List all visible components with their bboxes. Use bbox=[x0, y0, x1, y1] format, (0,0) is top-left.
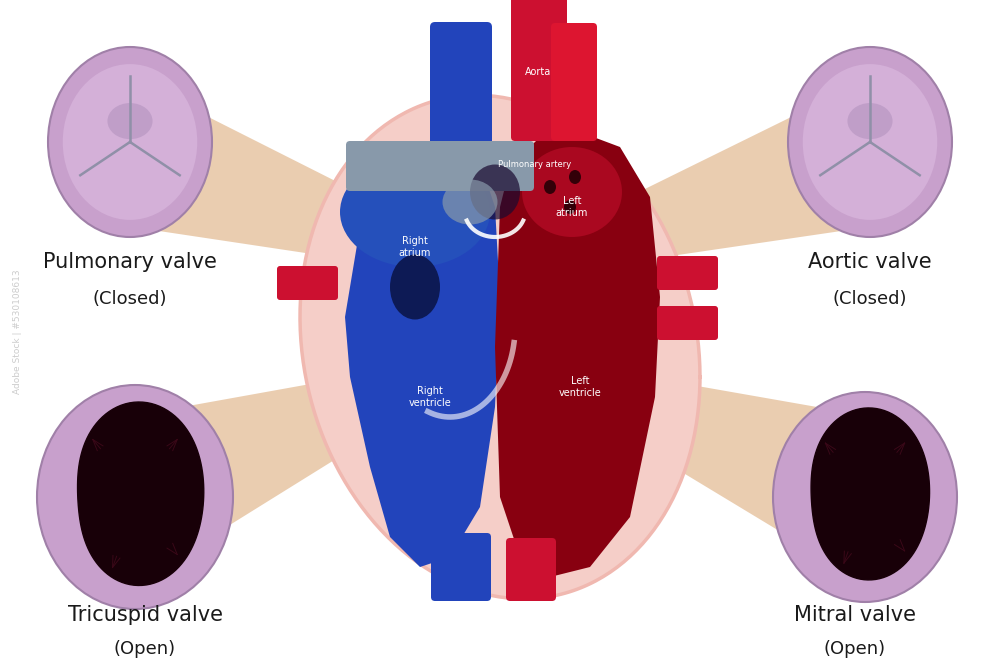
Text: (Open): (Open) bbox=[824, 640, 886, 658]
Ellipse shape bbox=[442, 179, 498, 225]
Polygon shape bbox=[300, 95, 700, 599]
Ellipse shape bbox=[390, 255, 440, 319]
Polygon shape bbox=[495, 132, 660, 577]
Text: Aorta: Aorta bbox=[525, 67, 551, 77]
Text: (Closed): (Closed) bbox=[93, 290, 167, 308]
FancyBboxPatch shape bbox=[657, 256, 718, 290]
Text: Pulmonary artery: Pulmonary artery bbox=[498, 161, 572, 169]
Text: Left
ventricle: Left ventricle bbox=[559, 376, 601, 398]
Ellipse shape bbox=[470, 165, 520, 219]
Polygon shape bbox=[624, 377, 860, 550]
FancyBboxPatch shape bbox=[506, 538, 556, 601]
Polygon shape bbox=[139, 377, 371, 549]
Text: Right
atrium: Right atrium bbox=[399, 236, 431, 258]
FancyBboxPatch shape bbox=[657, 306, 718, 340]
Polygon shape bbox=[602, 105, 854, 263]
Ellipse shape bbox=[48, 47, 212, 237]
Ellipse shape bbox=[803, 64, 937, 220]
Polygon shape bbox=[145, 105, 393, 263]
Text: Adobe Stock | #530108613: Adobe Stock | #530108613 bbox=[13, 269, 23, 394]
Text: Aortic valve: Aortic valve bbox=[808, 252, 932, 272]
Polygon shape bbox=[811, 408, 930, 580]
Polygon shape bbox=[345, 147, 500, 567]
Ellipse shape bbox=[569, 170, 581, 184]
Ellipse shape bbox=[63, 64, 197, 220]
Text: (Open): (Open) bbox=[114, 640, 176, 658]
Text: Mitral valve: Mitral valve bbox=[794, 605, 916, 625]
FancyBboxPatch shape bbox=[511, 0, 567, 141]
Ellipse shape bbox=[544, 180, 556, 194]
Ellipse shape bbox=[564, 200, 576, 214]
Ellipse shape bbox=[522, 147, 622, 237]
FancyBboxPatch shape bbox=[551, 23, 597, 141]
Ellipse shape bbox=[340, 157, 490, 267]
Polygon shape bbox=[78, 402, 204, 586]
FancyBboxPatch shape bbox=[277, 266, 338, 300]
Ellipse shape bbox=[847, 103, 893, 139]
Text: Right
ventricle: Right ventricle bbox=[409, 386, 451, 408]
FancyBboxPatch shape bbox=[430, 22, 492, 162]
FancyBboxPatch shape bbox=[431, 533, 491, 601]
Text: Left
atrium: Left atrium bbox=[556, 196, 588, 218]
Ellipse shape bbox=[107, 103, 153, 139]
Ellipse shape bbox=[37, 385, 233, 609]
Text: Pulmonary valve: Pulmonary valve bbox=[43, 252, 217, 272]
Ellipse shape bbox=[788, 47, 952, 237]
FancyBboxPatch shape bbox=[346, 141, 534, 191]
Text: (Closed): (Closed) bbox=[833, 290, 907, 308]
Text: Tricuspid valve: Tricuspid valve bbox=[68, 605, 222, 625]
Ellipse shape bbox=[773, 392, 957, 602]
